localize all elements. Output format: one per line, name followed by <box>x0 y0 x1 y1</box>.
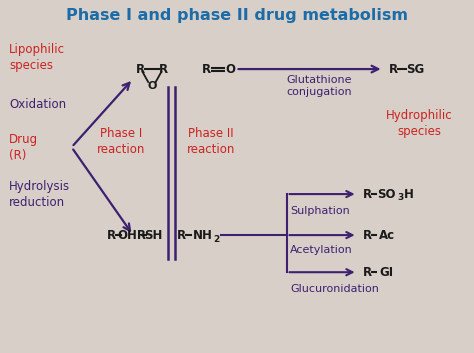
Text: SG: SG <box>407 62 425 76</box>
Text: R: R <box>388 62 398 76</box>
Text: NH: NH <box>193 229 213 241</box>
Text: R: R <box>363 266 372 279</box>
Text: R: R <box>363 187 372 201</box>
Text: R: R <box>107 229 116 241</box>
Text: Hydrolysis
reduction: Hydrolysis reduction <box>9 180 70 209</box>
Text: Acetylation: Acetylation <box>291 245 353 255</box>
Text: R: R <box>159 62 168 76</box>
Text: 3: 3 <box>398 193 404 203</box>
Text: Phase I
reaction: Phase I reaction <box>97 127 146 156</box>
Text: Phase II
reaction: Phase II reaction <box>187 127 235 156</box>
Text: SH: SH <box>144 229 162 241</box>
Text: Glucuronidation: Glucuronidation <box>291 284 379 294</box>
Text: R: R <box>363 229 372 241</box>
Text: Lipophilic
species: Lipophilic species <box>9 43 65 72</box>
Text: R: R <box>136 62 145 76</box>
Text: Phase I and phase II drug metabolism: Phase I and phase II drug metabolism <box>66 8 408 23</box>
Text: 2: 2 <box>213 234 219 244</box>
Text: O: O <box>147 81 156 91</box>
Text: O: O <box>225 62 235 76</box>
Text: Drug
(R): Drug (R) <box>9 133 38 162</box>
Text: GI: GI <box>380 266 394 279</box>
Text: Glutathione
conjugation: Glutathione conjugation <box>287 75 352 97</box>
Text: SO: SO <box>378 187 396 201</box>
Text: R: R <box>177 229 186 241</box>
Text: OHR: OHR <box>118 229 146 241</box>
Text: H: H <box>404 187 413 201</box>
Text: Ac: Ac <box>379 229 395 241</box>
Text: Oxidation: Oxidation <box>9 98 66 111</box>
Text: Sulphation: Sulphation <box>291 206 350 216</box>
Text: R: R <box>202 62 211 76</box>
Text: Hydrophilic
species: Hydrophilic species <box>386 109 452 138</box>
